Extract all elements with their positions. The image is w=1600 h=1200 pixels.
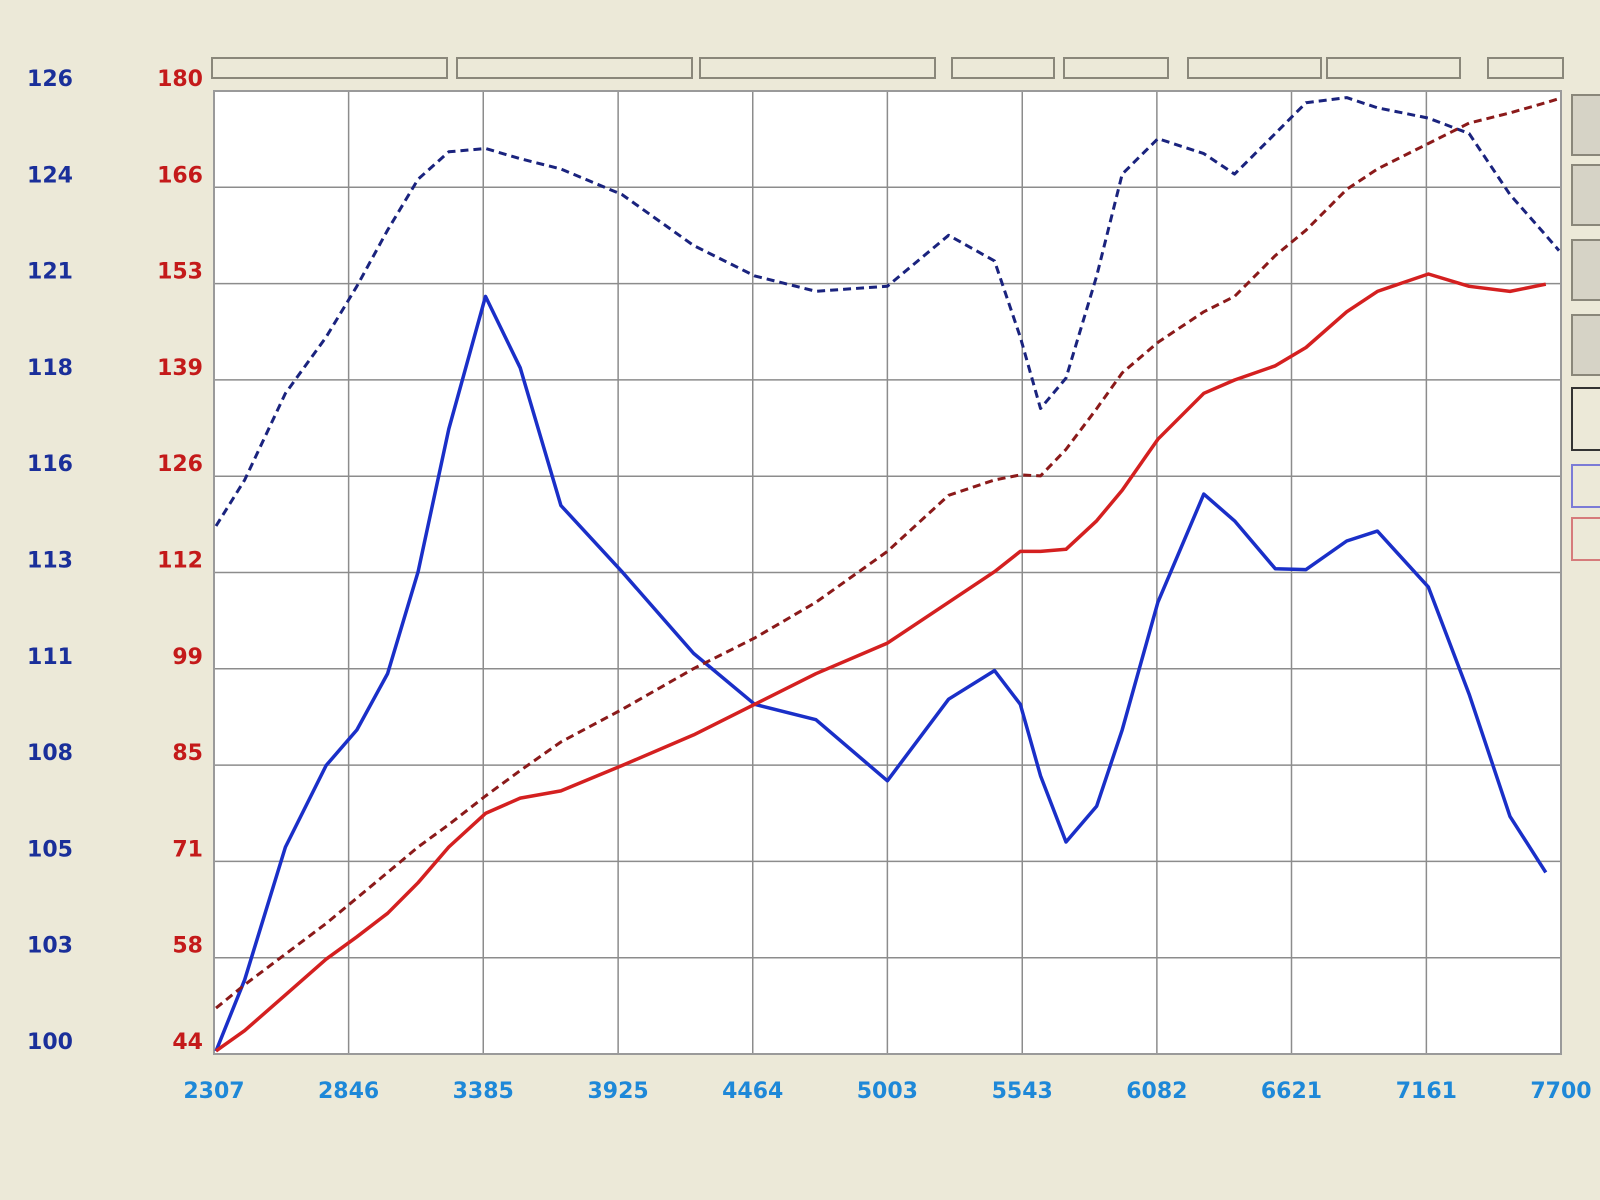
toolbar-tab	[211, 57, 448, 79]
x-tick-label: 6082	[1126, 1079, 1187, 1104]
toolbar-tab	[951, 57, 1055, 79]
x-tick-label: 2307	[183, 1079, 244, 1104]
x-tick-label: 2846	[318, 1079, 379, 1104]
y-tick-label: 112	[157, 549, 203, 574]
x-tick-label: 5003	[857, 1079, 918, 1104]
y2-tick-label: 100	[27, 1030, 73, 1055]
toolbar-tab	[1187, 57, 1322, 79]
y-tick-label: 58	[172, 934, 203, 959]
y-tick-label: 85	[172, 741, 203, 766]
side-button[interactable]	[1571, 314, 1600, 376]
x-tick-label: 6621	[1261, 1079, 1322, 1104]
y2-tick-label: 105	[27, 837, 73, 862]
x-tick-label: 7700	[1530, 1079, 1591, 1104]
side-field[interactable]	[1571, 517, 1600, 561]
toolbar-tab	[699, 57, 936, 79]
y2-tick-label: 103	[27, 934, 73, 959]
side-button[interactable]	[1571, 387, 1600, 451]
y-tick-label: 126	[157, 452, 203, 477]
side-controls	[1571, 94, 1600, 561]
x-tick-label: 3385	[453, 1079, 514, 1104]
toolbar	[211, 57, 1564, 79]
side-button[interactable]	[1571, 239, 1600, 301]
side-button[interactable]	[1571, 164, 1600, 226]
y2-tick-label: 126	[27, 67, 73, 92]
y-tick-label: 153	[157, 260, 203, 285]
plot-border	[213, 90, 1562, 1055]
x-tick-label: 7161	[1396, 1079, 1457, 1104]
toolbar-tab	[456, 57, 693, 79]
series-line	[214, 272, 1547, 1053]
toolbar-tab	[1487, 57, 1564, 79]
y-tick-label: 99	[172, 645, 203, 670]
y2-tick-label: 113	[27, 549, 73, 574]
x-tick-label: 4464	[722, 1079, 783, 1104]
y2-tick-label: 116	[27, 452, 73, 477]
y-tick-label: 44	[172, 1030, 203, 1055]
y2-tick-label: 118	[27, 356, 73, 381]
y2-tick-label: 124	[27, 163, 73, 188]
toolbar-tab	[1326, 57, 1461, 79]
y2-tick-label: 111	[27, 645, 73, 670]
toolbar-tab	[1063, 57, 1169, 79]
y-tick-label: 71	[172, 837, 203, 862]
y2-tick-label: 108	[27, 741, 73, 766]
x-tick-label: 5543	[992, 1079, 1053, 1104]
side-button[interactable]	[1571, 94, 1600, 156]
y2-tick-label: 121	[27, 260, 73, 285]
y-tick-label: 139	[157, 356, 203, 381]
y-tick-label: 166	[157, 163, 203, 188]
y-tick-label: 180	[157, 67, 203, 92]
series-line	[214, 294, 1548, 1052]
x-tick-label: 3925	[588, 1079, 649, 1104]
series-line	[214, 96, 1561, 527]
side-field[interactable]	[1571, 464, 1600, 508]
